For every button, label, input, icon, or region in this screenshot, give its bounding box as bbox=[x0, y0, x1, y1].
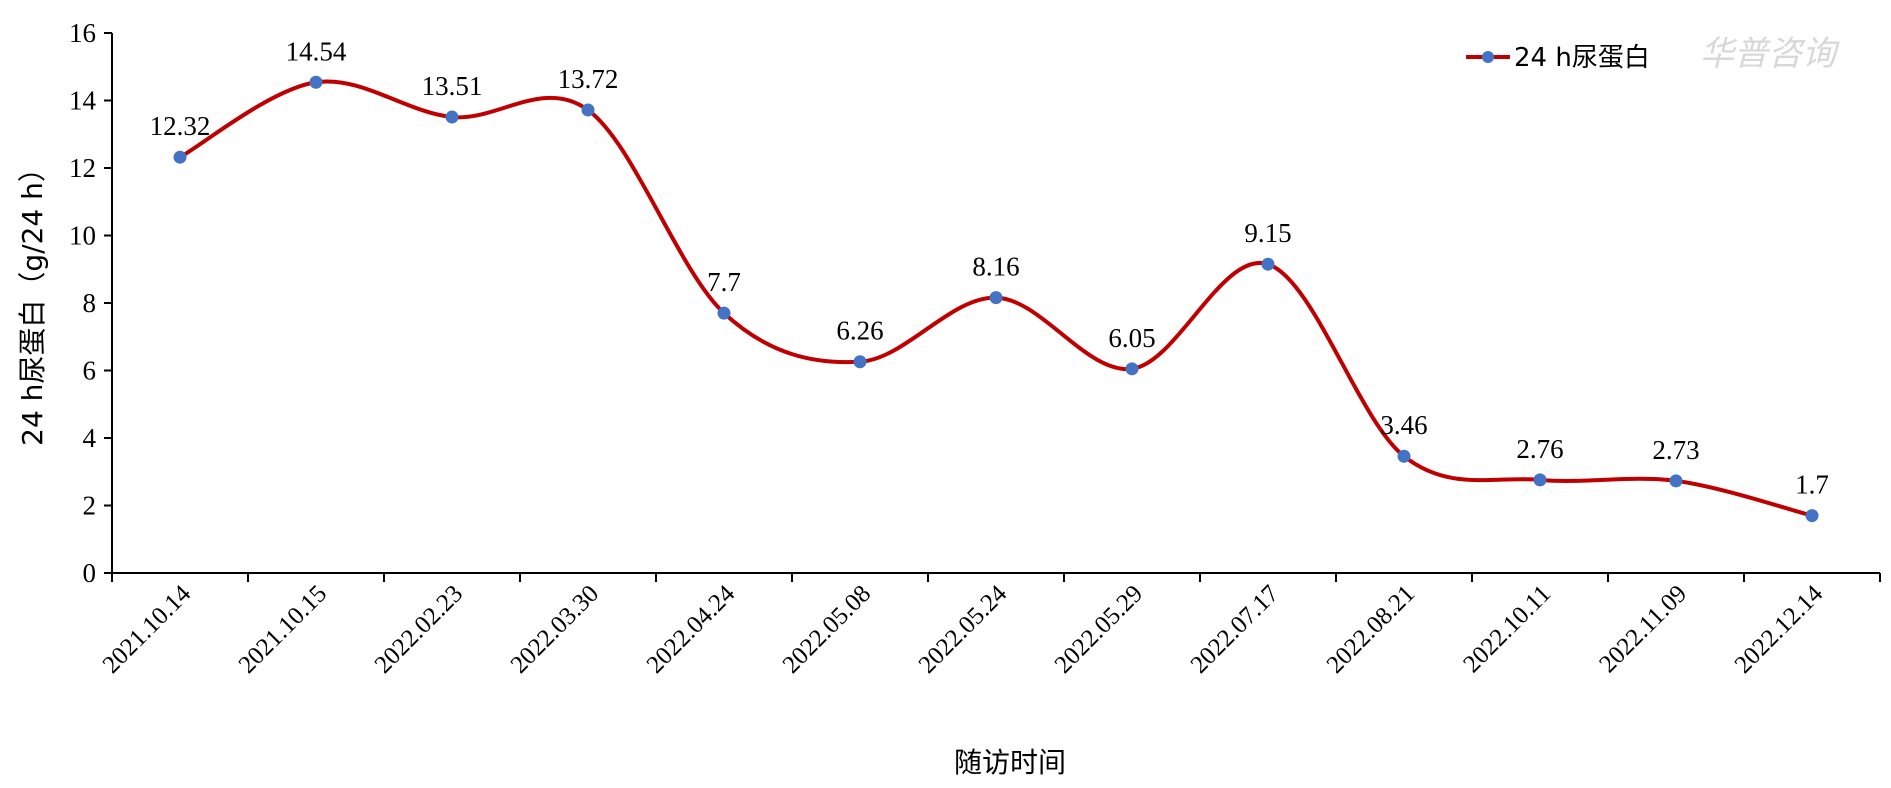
data-point bbox=[445, 110, 459, 124]
y-axis-ticks: 0 2 4 6 8 10 12 14 16 bbox=[69, 18, 112, 588]
data-point bbox=[581, 103, 595, 117]
data-label: 8.16 bbox=[972, 252, 1019, 282]
x-tick-label: 2022.10.11 bbox=[1458, 580, 1556, 678]
x-tick-label: 2022.05.24 bbox=[914, 580, 1013, 679]
data-point bbox=[173, 150, 187, 164]
y-axis-title: 24 h尿蛋白（g/24 h） bbox=[16, 154, 49, 446]
data-label: 13.51 bbox=[422, 71, 483, 101]
watermark: 华普咨询 bbox=[1700, 34, 1840, 74]
y-tick-label: 2 bbox=[83, 491, 97, 521]
data-label: 13.72 bbox=[558, 64, 619, 94]
data-point bbox=[1805, 509, 1819, 523]
x-tick-label: 2021.10.14 bbox=[98, 580, 197, 679]
y-tick-label: 14 bbox=[69, 86, 97, 116]
data-label: 6.26 bbox=[836, 316, 883, 346]
data-label: 12.32 bbox=[150, 111, 211, 141]
x-tick-label: 2022.07.17 bbox=[1186, 580, 1285, 679]
data-point bbox=[1669, 474, 1683, 488]
data-point bbox=[717, 306, 731, 320]
y-tick-label: 6 bbox=[83, 356, 97, 386]
data-label: 9.15 bbox=[1244, 218, 1291, 248]
data-label: 7.7 bbox=[707, 267, 741, 297]
data-point bbox=[989, 291, 1003, 305]
y-tick-label: 12 bbox=[69, 153, 96, 183]
data-label: 14.54 bbox=[286, 36, 347, 66]
x-axis-ticks: 2021.10.14 2021.10.15 2022.02.23 2022.03.30… bbox=[98, 573, 1881, 679]
y-tick-label: 10 bbox=[69, 221, 96, 251]
data-label: 2.76 bbox=[1516, 434, 1563, 464]
y-tick-label: 4 bbox=[83, 423, 97, 453]
data-point bbox=[1533, 473, 1547, 487]
x-tick-label: 2021.10.15 bbox=[234, 580, 333, 679]
legend-label: 24 h尿蛋白 bbox=[1514, 43, 1650, 73]
y-tick-label: 16 bbox=[69, 18, 96, 48]
data-label: 3.46 bbox=[1380, 410, 1427, 440]
legend: 24 h尿蛋白 bbox=[1466, 43, 1650, 73]
y-tick-label: 8 bbox=[83, 288, 97, 318]
data-point bbox=[853, 355, 867, 369]
data-point bbox=[1261, 257, 1275, 271]
legend-marker bbox=[1482, 51, 1494, 63]
y-tick-label: 0 bbox=[83, 558, 97, 588]
data-label: 2.73 bbox=[1652, 435, 1699, 465]
data-label: 1.7 bbox=[1795, 470, 1829, 500]
x-tick-label: 2022.08.21 bbox=[1322, 580, 1421, 679]
x-tick-label: 2022.12.14 bbox=[1730, 580, 1829, 679]
data-point bbox=[309, 75, 323, 89]
x-tick-label: 2022.04.24 bbox=[642, 580, 741, 679]
x-tick-label: 2022.11.09 bbox=[1594, 580, 1692, 678]
x-tick-label: 2022.05.08 bbox=[778, 580, 877, 679]
data-label: 6.05 bbox=[1108, 323, 1155, 353]
x-tick-label: 2022.05.29 bbox=[1050, 580, 1149, 679]
x-tick-label: 2022.02.23 bbox=[370, 580, 469, 679]
data-point bbox=[1397, 449, 1411, 463]
x-axis-title: 随访时间 bbox=[954, 746, 1066, 779]
data-points bbox=[173, 75, 1819, 523]
data-labels: 12.32 14.54 13.51 13.72 7.7 6.26 8.16 6.05 9.15 3… bbox=[150, 36, 1829, 499]
data-point bbox=[1125, 362, 1139, 376]
x-tick-label: 2022.03.30 bbox=[506, 580, 605, 679]
